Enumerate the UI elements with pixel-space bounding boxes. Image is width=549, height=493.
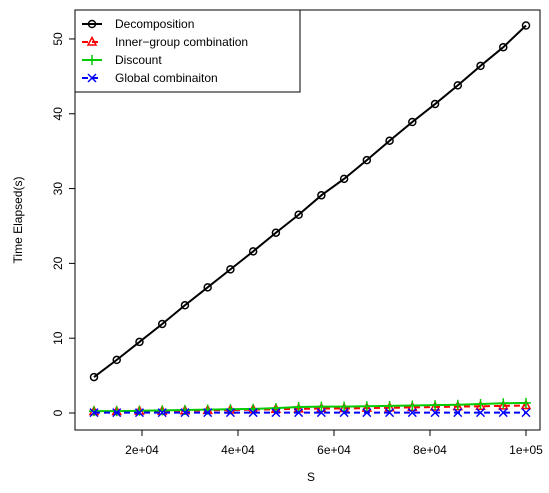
data-point	[157, 408, 167, 418]
data-point	[180, 301, 190, 310]
y-axis-label: Time Elapsed(s)	[11, 177, 25, 264]
data-point	[430, 408, 440, 418]
data-point	[430, 99, 440, 109]
legend-entry: Inner−group combination	[82, 35, 248, 49]
data-point	[339, 408, 349, 418]
data-point	[385, 408, 395, 418]
data-point	[453, 408, 463, 418]
data-point	[270, 403, 281, 414]
data-point	[112, 408, 122, 418]
data-point	[180, 408, 190, 418]
data-point	[203, 408, 213, 418]
legend-label: Global combinaiton	[115, 71, 218, 85]
data-point	[248, 247, 258, 256]
series-3	[89, 408, 531, 418]
y-tick-label: 50	[51, 32, 65, 46]
series-0	[89, 21, 531, 382]
x-tick-label: 6e+04	[317, 443, 351, 457]
y-tick-label: 40	[51, 107, 65, 121]
data-point	[293, 402, 304, 413]
data-point	[407, 400, 418, 411]
legend-marker	[87, 19, 97, 29]
data-point	[475, 399, 486, 410]
plot-frame	[74, 9, 541, 431]
data-point	[317, 191, 326, 200]
data-point	[203, 283, 212, 292]
data-point	[521, 408, 531, 418]
legend-label: Inner−group combination	[115, 35, 248, 49]
data-point	[248, 408, 258, 418]
data-point	[134, 405, 145, 416]
data-point	[408, 117, 417, 127]
data-point	[226, 265, 235, 274]
data-point	[498, 408, 508, 418]
data-point	[294, 210, 303, 220]
data-point	[271, 408, 281, 418]
data-point	[521, 21, 531, 30]
x-tick-label: 4e+04	[221, 443, 255, 457]
legend-label: Decomposition	[115, 17, 194, 31]
y-tick-label: 0	[51, 409, 65, 416]
x-tick-label: 2e+04	[125, 443, 159, 457]
data-point	[475, 408, 486, 418]
data-point	[134, 408, 145, 418]
data-point	[407, 408, 417, 418]
data-point	[112, 355, 121, 365]
data-point	[89, 406, 99, 417]
data-point	[157, 319, 167, 329]
legend-entry: Global combinaiton	[82, 71, 218, 85]
legend-entry: Discount	[82, 53, 162, 67]
legend-marker	[87, 55, 97, 65]
y-axis: 0 10 20 30 40 50	[51, 32, 75, 416]
data-point	[384, 400, 395, 411]
x-axis-label: S	[307, 470, 315, 484]
data-point	[111, 406, 122, 417]
x-axis: 2e+04 4e+04 6e+04 8e+04 1e+05	[125, 430, 543, 457]
series-layer	[88, 21, 532, 418]
data-point	[89, 408, 99, 418]
data-point	[225, 408, 235, 418]
data-point	[475, 400, 486, 411]
data-point	[316, 408, 326, 418]
legend-box	[74, 9, 301, 93]
data-point	[476, 61, 485, 71]
data-point	[362, 408, 372, 418]
series-2	[89, 397, 531, 417]
data-point	[294, 408, 304, 418]
data-point	[452, 399, 463, 410]
series-line	[93, 24, 527, 378]
data-point	[453, 81, 463, 90]
legend-marker	[87, 73, 97, 83]
data-point	[385, 136, 394, 145]
data-point	[521, 397, 531, 408]
legend-marker	[86, 35, 98, 46]
data-point	[499, 42, 508, 52]
legend-label: Discount	[115, 53, 162, 67]
data-point	[316, 401, 327, 412]
data-point	[362, 155, 372, 165]
data-point	[135, 337, 144, 347]
legend: Decomposition Inner−group combination Disc…	[74, 9, 301, 93]
x-tick-label: 1e+05	[509, 443, 543, 457]
data-point	[339, 401, 350, 412]
data-point	[498, 399, 509, 410]
data-point	[498, 398, 509, 409]
x-tick-label: 8e+04	[413, 443, 447, 457]
y-tick-label: 10	[51, 331, 65, 345]
data-point	[89, 372, 99, 382]
legend-entry: Decomposition	[82, 17, 194, 31]
data-point	[157, 405, 168, 416]
data-point	[271, 228, 281, 237]
data-point	[339, 174, 349, 184]
data-point	[520, 399, 532, 410]
data-point	[430, 400, 441, 411]
y-tick-label: 20	[51, 256, 65, 270]
y-tick-label: 30	[51, 182, 65, 196]
data-point	[361, 401, 372, 412]
